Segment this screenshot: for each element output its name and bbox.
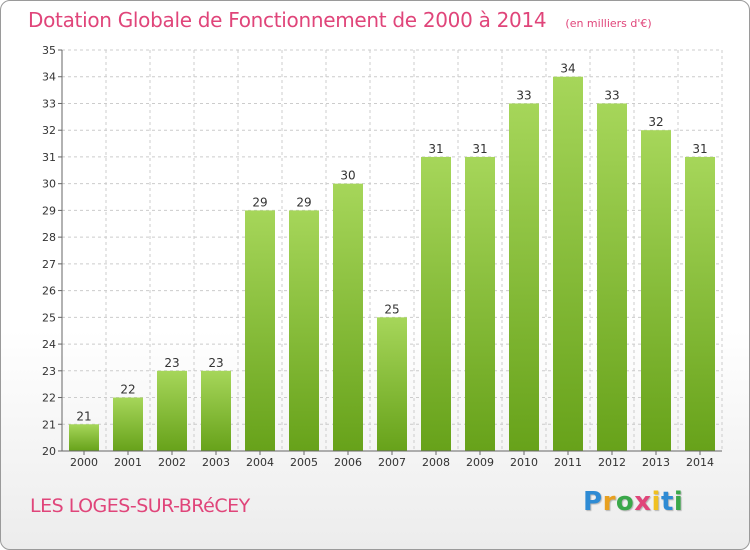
value-label: 32 bbox=[648, 115, 663, 129]
chart-title: Dotation Globale de Fonctionnement de 20… bbox=[28, 8, 547, 32]
bar-2002 bbox=[157, 370, 187, 451]
y-tick-label: 21 bbox=[42, 418, 56, 431]
axes bbox=[58, 49, 722, 455]
y-tick-label: 27 bbox=[42, 258, 56, 271]
bar-2011 bbox=[553, 76, 583, 451]
bar-2009 bbox=[465, 156, 495, 451]
logo-letter: i bbox=[651, 487, 661, 517]
x-tick-label: 2014 bbox=[686, 456, 714, 469]
bar-2000 bbox=[69, 424, 99, 451]
value-label: 29 bbox=[296, 195, 311, 209]
x-tick-label: 2007 bbox=[378, 456, 406, 469]
y-tick-label: 20 bbox=[42, 445, 56, 458]
y-tick-label: 30 bbox=[42, 178, 56, 191]
y-tick-label: 22 bbox=[42, 392, 56, 405]
labels: 20 21 22 23 24 25 26 27 28 29 30 31 32 33 34 35 21 2000 22… bbox=[42, 44, 714, 469]
bar-2005 bbox=[289, 210, 319, 451]
logo-letter: x bbox=[634, 487, 652, 517]
bar-2014 bbox=[685, 156, 715, 451]
value-label: 31 bbox=[428, 142, 443, 156]
y-tick-label: 35 bbox=[42, 44, 56, 57]
bar-2006 bbox=[333, 183, 363, 451]
x-tick-label: 2012 bbox=[598, 456, 626, 469]
logo-letter: t bbox=[660, 487, 674, 517]
value-label: 30 bbox=[340, 169, 355, 183]
x-tick-label: 2000 bbox=[70, 456, 98, 469]
value-label: 33 bbox=[516, 88, 531, 102]
value-label: 21 bbox=[76, 409, 91, 423]
logo-letter: r bbox=[602, 487, 616, 517]
y-tick-label: 34 bbox=[42, 71, 56, 84]
value-label: 31 bbox=[472, 142, 487, 156]
bars bbox=[69, 76, 715, 451]
x-tick-label: 2003 bbox=[202, 456, 230, 469]
x-tick-label: 2009 bbox=[466, 456, 494, 469]
chart-title-block: Dotation Globale de Fonctionnement de 20… bbox=[28, 8, 652, 32]
x-tick-label: 2006 bbox=[334, 456, 362, 469]
x-tick-label: 2002 bbox=[158, 456, 186, 469]
value-label: 23 bbox=[164, 356, 179, 370]
bar-2013 bbox=[641, 130, 671, 451]
y-tick-label: 32 bbox=[42, 124, 56, 137]
value-label: 33 bbox=[604, 88, 619, 102]
value-label: 29 bbox=[252, 195, 267, 209]
logo-letter: i bbox=[673, 487, 684, 517]
y-tick-label: 23 bbox=[42, 365, 56, 378]
value-label: 34 bbox=[560, 62, 575, 76]
bar-2012 bbox=[597, 103, 627, 451]
proxiti-logo: Proxiti bbox=[583, 487, 683, 517]
bar-2001 bbox=[113, 397, 143, 451]
x-tick-label: 2008 bbox=[422, 456, 450, 469]
y-tick-label: 33 bbox=[42, 97, 56, 110]
value-label: 22 bbox=[120, 383, 135, 397]
x-tick-label: 2005 bbox=[290, 456, 318, 469]
chart-unit: (en milliers d'€) bbox=[565, 17, 652, 30]
x-tick-label: 2004 bbox=[246, 456, 274, 469]
bar-2003 bbox=[201, 370, 231, 451]
y-tick-label: 24 bbox=[42, 338, 56, 351]
x-tick-label: 2001 bbox=[114, 456, 142, 469]
bar-2010 bbox=[509, 103, 539, 451]
y-tick-label: 26 bbox=[42, 285, 56, 298]
commune-name: LES LOGES-SUR-BRéCEY bbox=[30, 495, 250, 517]
value-label: 31 bbox=[692, 142, 707, 156]
x-tick-label: 2011 bbox=[554, 456, 582, 469]
y-tick-label: 25 bbox=[42, 311, 56, 324]
bar-2008 bbox=[421, 156, 451, 451]
logo-letter: o bbox=[615, 487, 635, 517]
logo-letter: P bbox=[583, 487, 603, 517]
y-tick-label: 28 bbox=[42, 231, 56, 244]
x-tick-label: 2013 bbox=[642, 456, 670, 469]
y-tick-label: 29 bbox=[42, 204, 56, 217]
x-tick-label: 2010 bbox=[510, 456, 538, 469]
value-label: 23 bbox=[208, 356, 223, 370]
y-tick-label: 31 bbox=[42, 151, 56, 164]
bar-2004 bbox=[245, 210, 275, 451]
bar-2007 bbox=[377, 317, 407, 451]
value-label: 25 bbox=[384, 302, 399, 316]
